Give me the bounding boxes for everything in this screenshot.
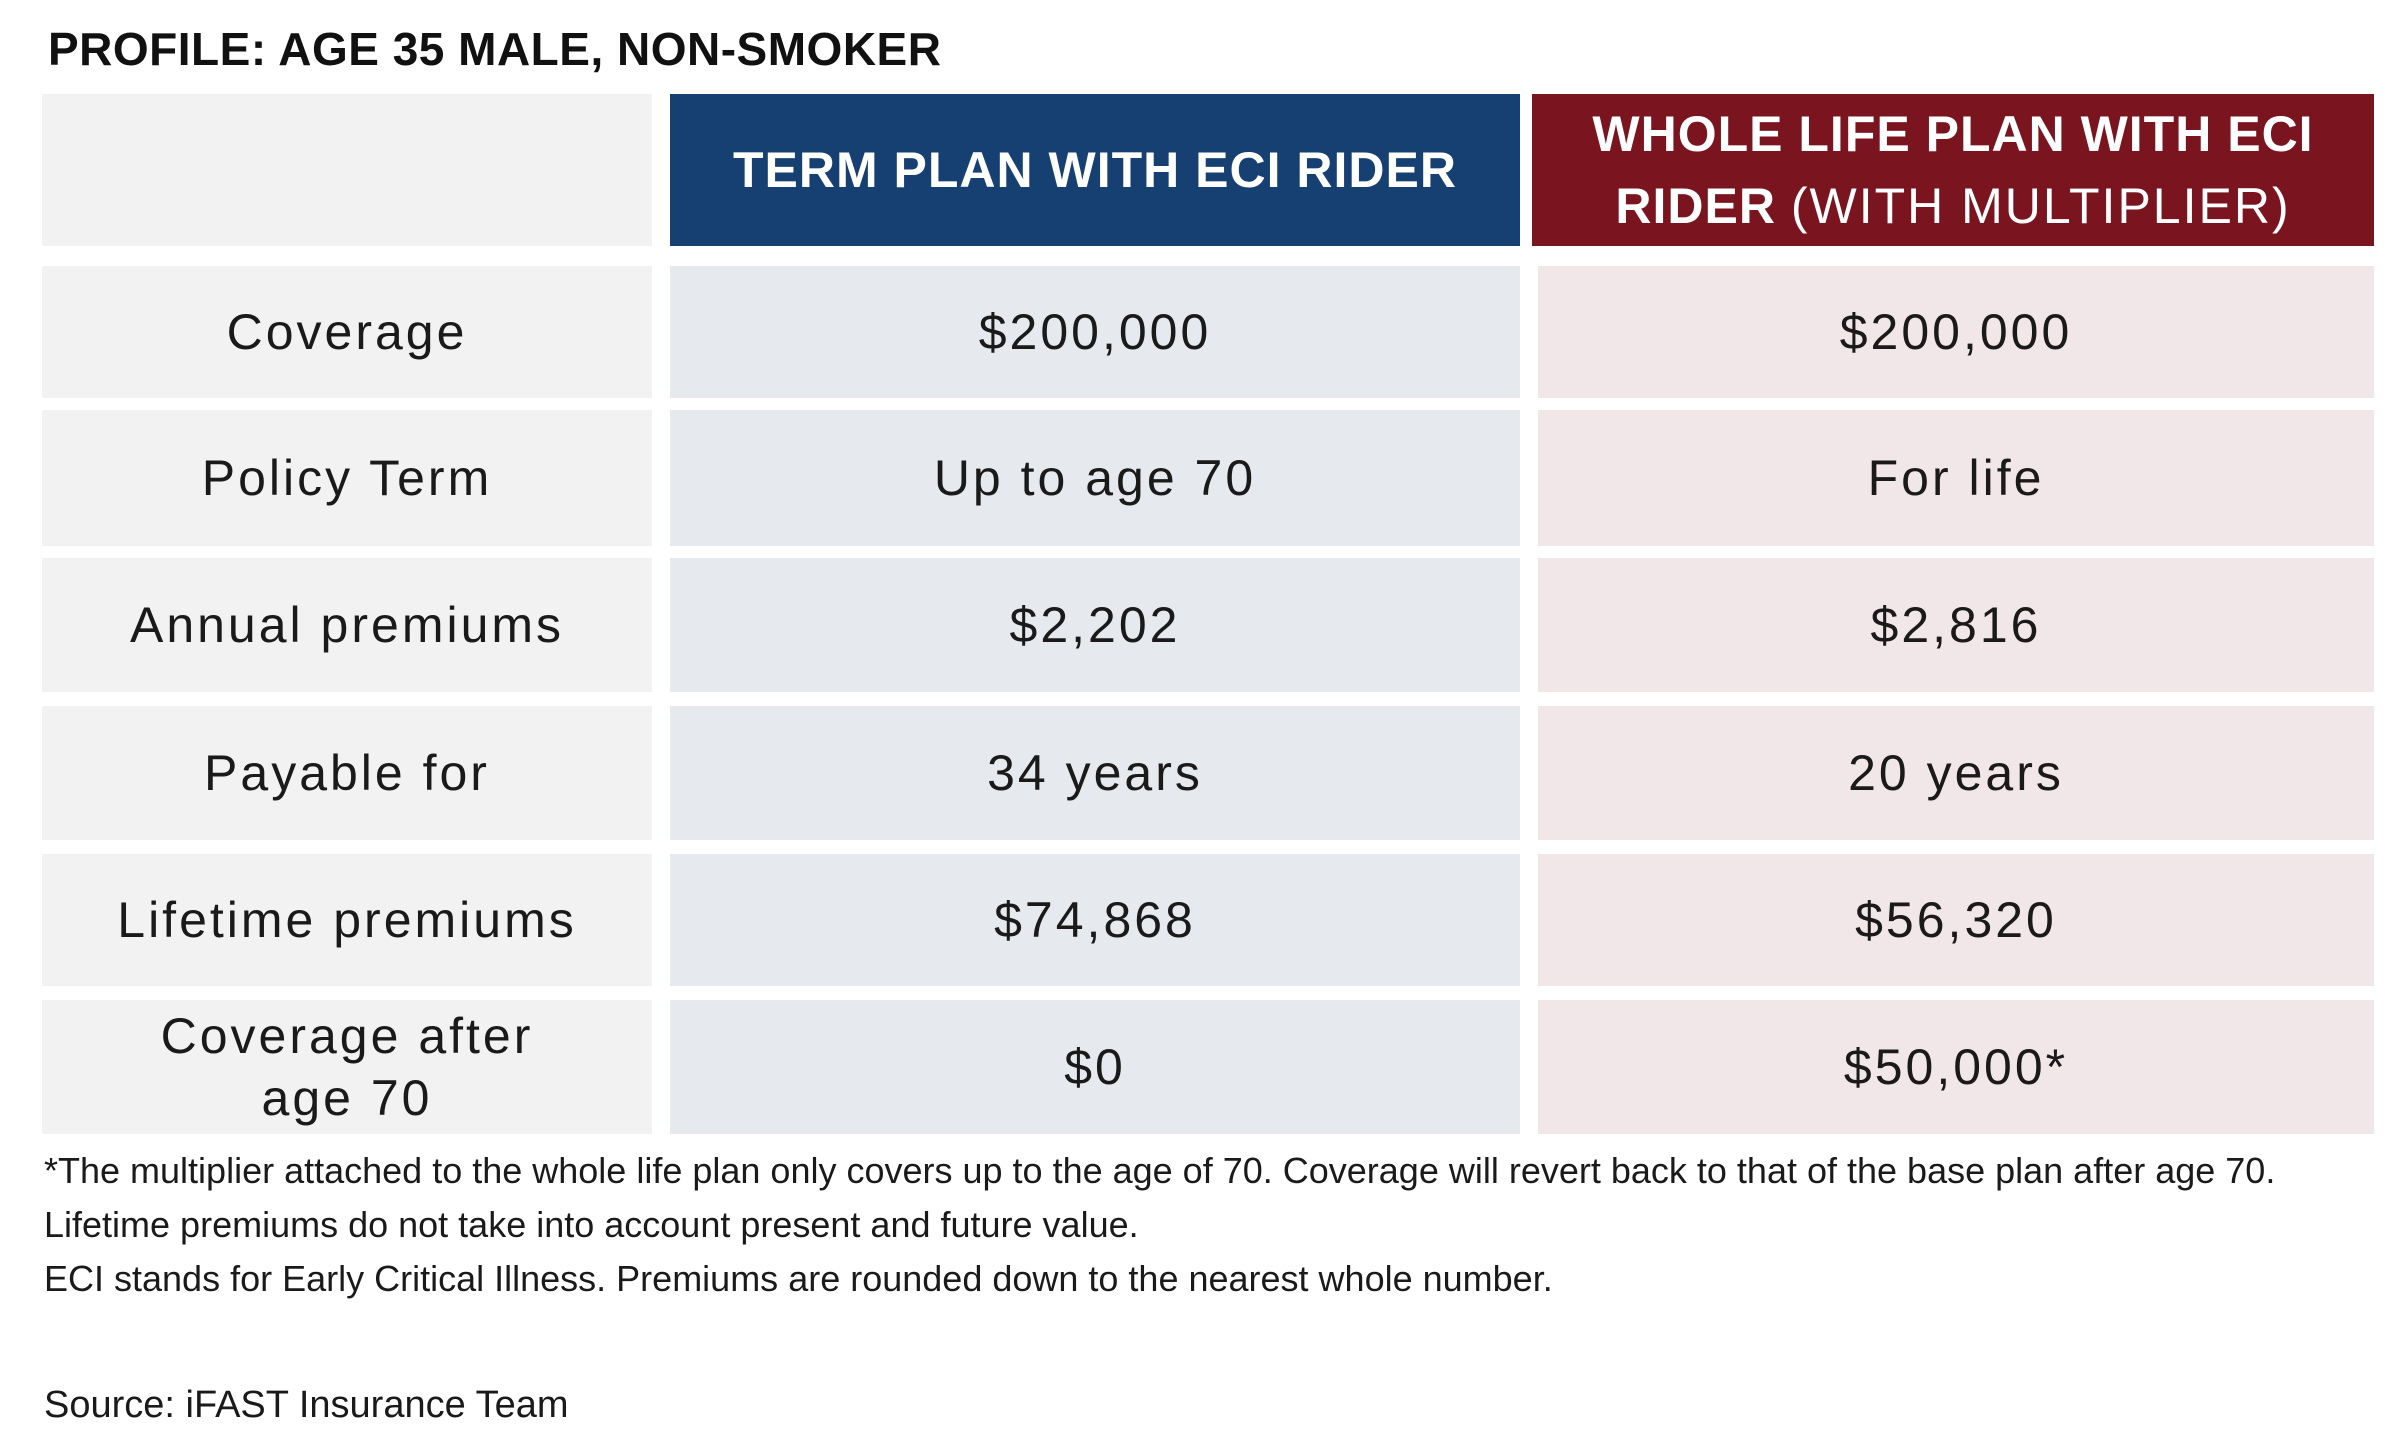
- header-whole-life-plan-bold: WHOLE LIFE PLAN WITH ECI RIDER: [1592, 105, 2314, 235]
- profile-title: PROFILE: AGE 35 MALE, NON-SMOKER: [48, 23, 942, 75]
- row-term-payable-for: 34 years: [670, 706, 1520, 840]
- footnote-eci: ECI stands for Early Critical Illness. P…: [44, 1258, 1553, 1299]
- row-term-coverage: $200,000: [670, 266, 1520, 398]
- row-term-lifetime-premiums: $74,868: [670, 854, 1520, 986]
- source-credit: Source: iFAST Insurance Team: [44, 1384, 569, 1426]
- row-term-policy-term: Up to age 70: [670, 410, 1520, 546]
- row-label-annual-premiums: Annual premiums: [42, 558, 652, 692]
- row-label-coverage-after-70: Coverage after age 70: [42, 1000, 652, 1134]
- row-label-policy-term: Policy Term: [42, 410, 652, 546]
- footnote-lifetime-premiums: Lifetime premiums do not take into accou…: [44, 1204, 1139, 1245]
- row-whole-annual-premiums: $2,816: [1538, 558, 2374, 692]
- row-whole-payable-for: 20 years: [1538, 706, 2374, 840]
- row-whole-policy-term: For life: [1538, 410, 2374, 546]
- footnote-multiplier: *The multiplier attached to the whole li…: [44, 1150, 2276, 1191]
- row-whole-coverage: $200,000: [1538, 266, 2374, 398]
- header-blank-cell: [42, 94, 652, 246]
- footnotes: *The multiplier attached to the whole li…: [44, 1144, 2364, 1306]
- header-whole-life-plan: WHOLE LIFE PLAN WITH ECI RIDER (WITH MUL…: [1532, 94, 2374, 246]
- row-whole-coverage-after-70: $50,000*: [1538, 1000, 2374, 1134]
- row-label-lifetime-premiums: Lifetime premiums: [42, 854, 652, 986]
- header-whole-life-plan-light: (WITH MULTIPLIER): [1790, 178, 2291, 234]
- row-label-coverage: Coverage: [42, 266, 652, 398]
- row-label-payable-for: Payable for: [42, 706, 652, 840]
- row-term-annual-premiums: $2,202: [670, 558, 1520, 692]
- row-whole-lifetime-premiums: $56,320: [1538, 854, 2374, 986]
- row-term-coverage-after-70: $0: [670, 1000, 1520, 1134]
- header-term-plan: TERM PLAN WITH ECI RIDER: [670, 94, 1520, 246]
